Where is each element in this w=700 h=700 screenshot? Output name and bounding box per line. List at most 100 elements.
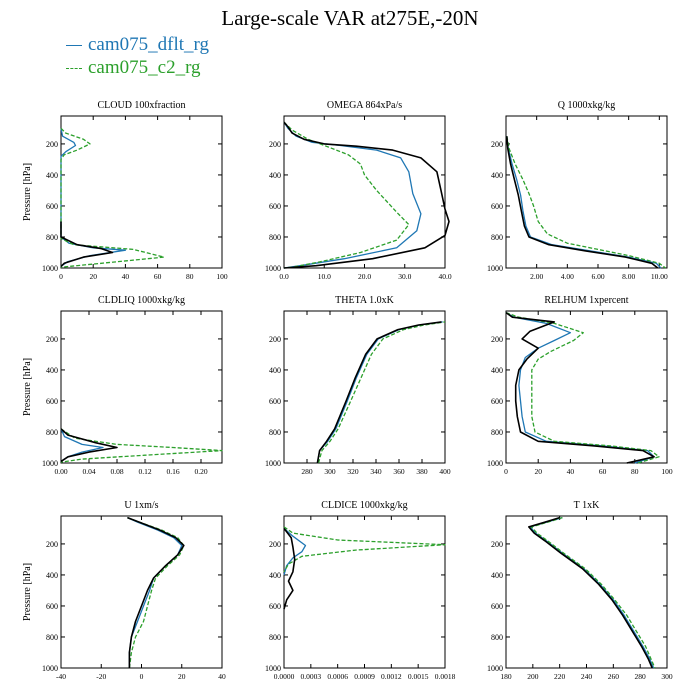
legend-line-solid-icon [66, 45, 82, 46]
series-line [127, 516, 185, 669]
x-tick-label: 300 [324, 467, 336, 476]
y-tick-label: 400 [491, 571, 503, 580]
y-tick-label: 200 [269, 540, 281, 549]
x-tick-label: 0.00 [54, 467, 67, 476]
y-tick-label: 200 [46, 335, 58, 344]
y-tick-label: 800 [46, 233, 58, 242]
y-tick-label: 1000 [265, 664, 281, 673]
y-tick-label: 200 [269, 335, 281, 344]
panel-title: CLOUD 100xfraction [97, 100, 185, 111]
y-tick-label: 600 [491, 397, 503, 406]
y-tick-label: 800 [491, 233, 503, 242]
x-tick-label: 20 [534, 467, 542, 476]
y-tick-label: 200 [491, 540, 503, 549]
y-tick-label: 1000 [487, 664, 503, 673]
x-tick-label: 8.00 [622, 272, 635, 281]
x-tick-label: 80 [631, 467, 639, 476]
series-line [60, 221, 114, 267]
panel-title: Q 1000xkg/kg [558, 100, 616, 111]
y-tick-label: 1000 [487, 264, 503, 273]
x-tick-label: 0.08 [110, 467, 123, 476]
series-line [60, 428, 223, 463]
y-tick-label: 400 [46, 171, 58, 180]
x-tick-label: 300 [661, 672, 673, 681]
x-tick-label: 0.0003 [301, 672, 322, 681]
x-tick-label: 20 [178, 672, 186, 681]
x-tick-label: 2.00 [530, 272, 543, 281]
x-tick-label: 320 [347, 467, 359, 476]
x-tick-label: 360 [393, 467, 405, 476]
x-tick-label: 240 [581, 672, 593, 681]
x-tick-label: 400 [439, 467, 451, 476]
series-line [316, 321, 442, 464]
y-tick-label: 800 [491, 428, 503, 437]
x-tick-label: 0 [504, 467, 508, 476]
x-tick-label: 40 [567, 467, 575, 476]
y-tick-label: 800 [46, 428, 58, 437]
x-tick-label: 0.0006 [327, 672, 348, 681]
y-tick-label: 600 [269, 397, 281, 406]
series-line [283, 527, 307, 576]
plot-frame [283, 115, 446, 269]
y-tick-label: 200 [491, 335, 503, 344]
legend-label: cam075_dflt_rg [88, 34, 210, 55]
y-tick-label: 600 [269, 202, 281, 211]
x-tick-label: 80 [186, 272, 194, 281]
y-tick-label: 600 [46, 602, 58, 611]
panel-title: U 1xm/s [124, 500, 158, 511]
x-tick-label: 0.20 [194, 467, 207, 476]
x-tick-label: -20 [96, 672, 106, 681]
x-tick-label: 20 [89, 272, 97, 281]
y-tick-label: 800 [269, 633, 281, 642]
y-tick-label: 400 [269, 571, 281, 580]
x-tick-label: 100 [216, 272, 228, 281]
plot-frame [283, 310, 446, 464]
y-tick-label: 400 [491, 366, 503, 375]
x-tick-label: 0 [59, 272, 63, 281]
y-tick-label: 600 [46, 397, 58, 406]
y-tick-label: 600 [491, 202, 503, 211]
y-tick-label: 400 [46, 571, 58, 580]
x-tick-label: 0.0015 [408, 672, 429, 681]
y-tick-label: 600 [46, 202, 58, 211]
y-axis-label: Pressure [hPa] [22, 163, 33, 221]
x-tick-label: 20.0 [358, 272, 371, 281]
x-tick-label: 0.04 [82, 467, 95, 476]
y-tick-label: 200 [269, 140, 281, 149]
y-tick-label: 1000 [265, 459, 281, 468]
y-tick-label: 200 [46, 540, 58, 549]
series-line [283, 526, 446, 573]
x-tick-label: 60 [599, 467, 607, 476]
x-tick-label: 340 [370, 467, 382, 476]
series-line [127, 516, 185, 668]
x-tick-label: 40.0 [438, 272, 451, 281]
series-line [505, 311, 655, 464]
y-tick-label: 1000 [487, 459, 503, 468]
x-tick-label: 0 [140, 672, 144, 681]
series-line [60, 127, 165, 268]
series-line [530, 516, 656, 669]
y-tick-label: 800 [46, 633, 58, 642]
x-tick-label: 40 [218, 672, 226, 681]
series-line [60, 128, 127, 267]
x-tick-label: -40 [56, 672, 66, 681]
x-tick-label: 0.0000 [274, 672, 295, 681]
plot-frame [505, 115, 668, 269]
legend-label: cam075_c2_rg [88, 57, 201, 78]
panel-title: T 1xK [574, 500, 600, 511]
x-tick-label: 60 [154, 272, 162, 281]
y-tick-label: 200 [491, 140, 503, 149]
x-tick-label: 0.0 [279, 272, 289, 281]
plot-frame [60, 515, 223, 669]
x-tick-label: 40 [122, 272, 130, 281]
x-tick-label: 280 [301, 467, 313, 476]
y-tick-label: 400 [269, 171, 281, 180]
y-axis-label: Pressure [hPa] [22, 358, 33, 416]
panel-title: CLDICE 1000xkg/kg [321, 500, 407, 511]
legend-line-dashed-icon [66, 68, 82, 69]
series-line [283, 121, 422, 269]
x-tick-label: 100 [661, 467, 673, 476]
x-tick-label: 200 [527, 672, 539, 681]
y-tick-label: 800 [491, 633, 503, 642]
